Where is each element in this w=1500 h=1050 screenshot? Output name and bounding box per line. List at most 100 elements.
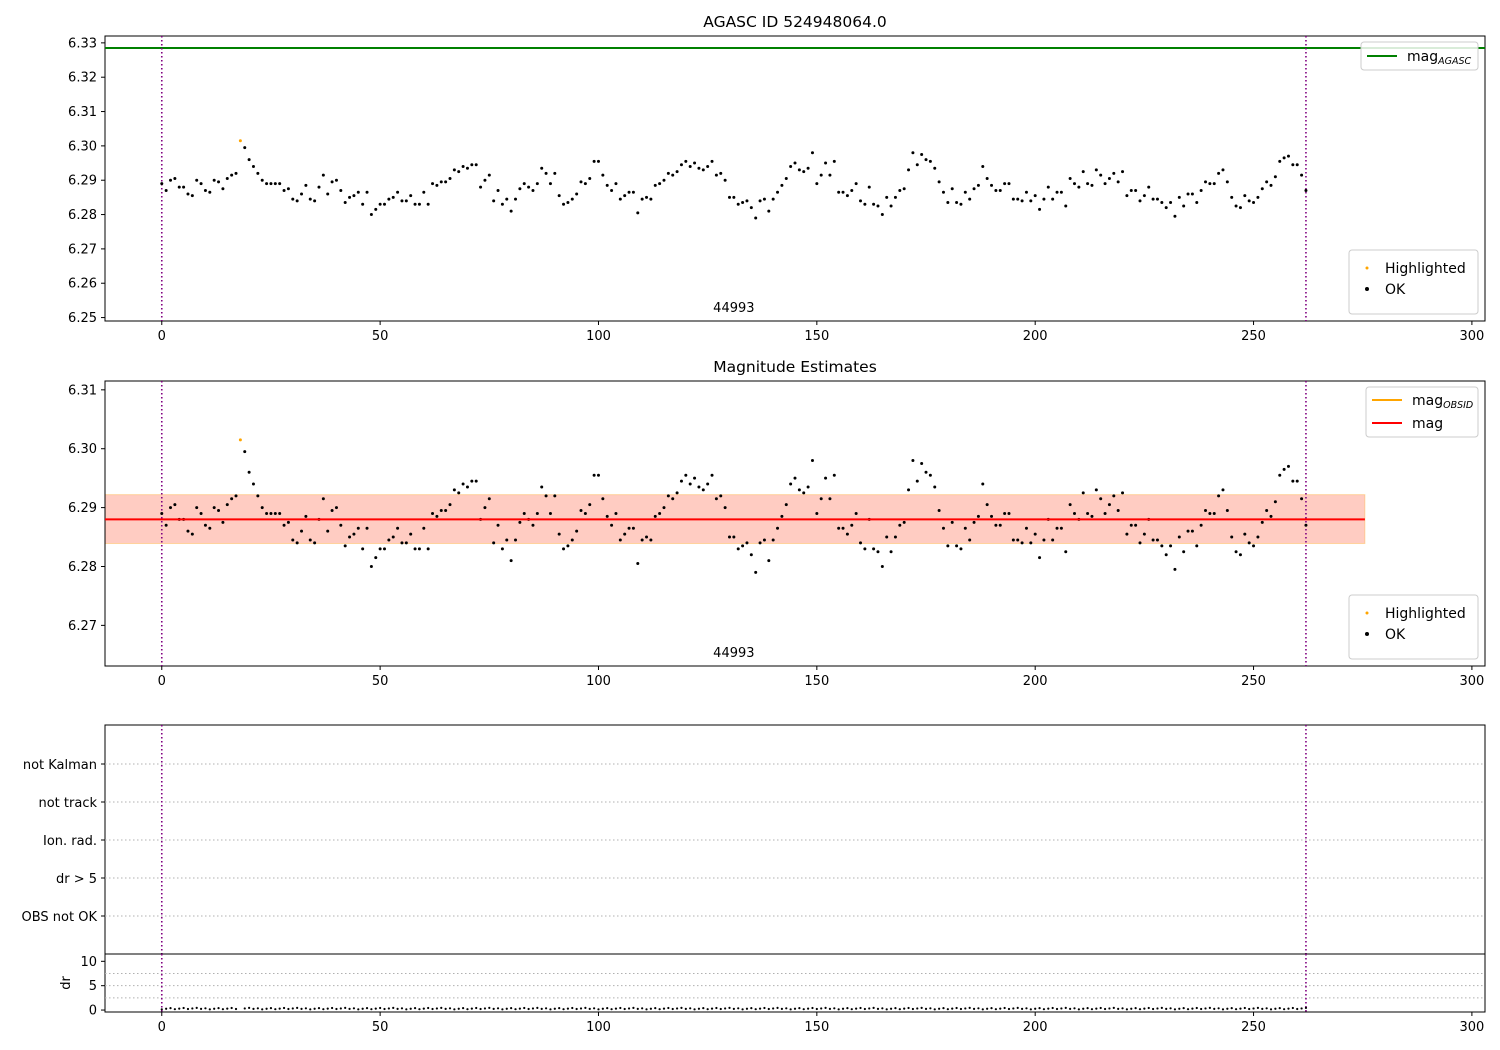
agasc-ok-point	[339, 189, 343, 193]
agasc-ok-point	[623, 194, 627, 198]
magnitude-ok-point	[1112, 494, 1116, 498]
dr-point	[230, 1006, 233, 1010]
dr-point	[881, 1007, 884, 1010]
magnitude-ok-point	[313, 541, 317, 545]
agasc-ok-point	[426, 202, 430, 206]
dr-point	[409, 1007, 412, 1010]
magnitude-ok-point	[348, 535, 352, 539]
dr-point	[920, 1006, 923, 1009]
magnitude-ok-point	[291, 538, 295, 542]
magnitude-ok-point	[256, 494, 260, 498]
magnitude-ok-point	[828, 497, 832, 501]
magnitude-ok-point	[553, 494, 557, 498]
magnitude-ok-point	[810, 458, 814, 462]
magnitude-ok-point	[579, 509, 583, 513]
agasc-ok-point	[382, 202, 386, 206]
agasc-ok-point	[1186, 192, 1190, 196]
dr-point	[820, 1007, 823, 1010]
dr-point	[309, 1008, 312, 1011]
agasc-ok-point	[190, 194, 194, 198]
dr-point	[1217, 1007, 1220, 1010]
magnitude-ytick-label: 6.29	[68, 501, 97, 516]
magnitude-ok-point	[762, 538, 766, 542]
dr-point	[907, 1006, 910, 1010]
agasc-ok-point	[614, 182, 618, 186]
magnitude-ok-point	[1024, 526, 1028, 530]
agasc-ok-point	[326, 192, 330, 196]
agasc-ok-point	[160, 182, 164, 186]
dr-point	[544, 1007, 548, 1010]
dr-point	[475, 1006, 478, 1010]
agasc-ok-point	[850, 189, 854, 193]
dr-ytick-label: 10	[80, 955, 97, 970]
magnitude-ok-point	[343, 544, 347, 548]
dr-point	[483, 1007, 487, 1010]
magnitude-ok-point	[435, 514, 439, 518]
dr-point	[274, 1008, 277, 1011]
magnitude-ok-point	[369, 564, 373, 568]
agasc-ok-point	[924, 158, 928, 162]
magnitude-ok-point	[500, 547, 504, 551]
magnitude-ok-point	[243, 450, 247, 454]
agasc-ok-point	[771, 197, 775, 201]
agasc-legend-bottom	[1348, 249, 1479, 315]
magnitude-ok-point	[160, 511, 164, 515]
dr-point	[549, 1008, 552, 1011]
agasc-ok-point	[990, 183, 994, 187]
agasc-ytick-label: 6.28	[68, 208, 97, 223]
dr-point	[606, 1007, 609, 1010]
agasc-ok-point	[832, 159, 836, 163]
magnitude-ok-point	[653, 514, 657, 518]
dr-point	[697, 1007, 701, 1010]
agasc-ok-point	[535, 182, 539, 186]
agasc-ytick-label: 6.29	[68, 174, 97, 189]
dr-point	[357, 1008, 360, 1011]
dr-point	[457, 1007, 460, 1010]
magnitude-ok-point	[1121, 491, 1125, 495]
agasc-ok-point	[431, 182, 435, 186]
magnitude-ok-point	[1033, 532, 1037, 536]
agasc-ok-point	[1029, 199, 1033, 203]
agasc-ytick-label: 6.25	[68, 311, 97, 326]
agasc-ok-point	[745, 199, 749, 203]
agasc-ok-point	[605, 183, 609, 187]
dr-point	[1095, 1007, 1098, 1010]
dr-point	[413, 1007, 417, 1010]
magnitude-ok-point	[623, 532, 627, 536]
agasc-ok-point	[1138, 199, 1142, 203]
magnitude-ok-point	[837, 526, 841, 530]
dr-point	[1169, 1007, 1172, 1010]
dr-point	[256, 1007, 259, 1010]
magnitude-ok-point	[1051, 538, 1055, 542]
dr-point	[977, 1007, 980, 1010]
dr-point	[667, 1006, 670, 1010]
dr-point	[427, 1006, 430, 1010]
dr-point	[466, 1008, 469, 1011]
magnitude-ok-point	[933, 485, 937, 489]
magnitude-ok-point	[736, 547, 740, 551]
dr-point	[846, 1007, 849, 1010]
dr-point	[1034, 1007, 1037, 1010]
dr-point	[348, 1007, 351, 1010]
agasc-ok-point	[553, 171, 557, 175]
agasc-ok-point	[514, 197, 518, 201]
magnitude-ok-point	[924, 470, 928, 474]
agasc-ok-point	[754, 216, 758, 220]
dr-point	[964, 1007, 967, 1010]
magnitude-ok-point	[907, 488, 911, 492]
magnitude-ok-point	[1256, 535, 1260, 539]
dr-point	[296, 1006, 299, 1009]
magnitude-ok-point	[1238, 553, 1242, 557]
dr-point	[1195, 1006, 1198, 1010]
agasc-ok-point	[1151, 197, 1155, 201]
magnitude-ok-point	[391, 535, 395, 539]
dr-point	[291, 1007, 294, 1010]
agasc-ok-point	[732, 195, 736, 199]
dr-point	[1208, 1006, 1211, 1009]
magnitude-xtick-label: 50	[372, 674, 389, 689]
magnitude-ok-point	[693, 476, 697, 480]
magnitude-ok-point	[1265, 509, 1269, 513]
magnitude-ok-point	[741, 544, 745, 548]
dr-point	[903, 1007, 906, 1010]
dr-point	[689, 1007, 692, 1010]
